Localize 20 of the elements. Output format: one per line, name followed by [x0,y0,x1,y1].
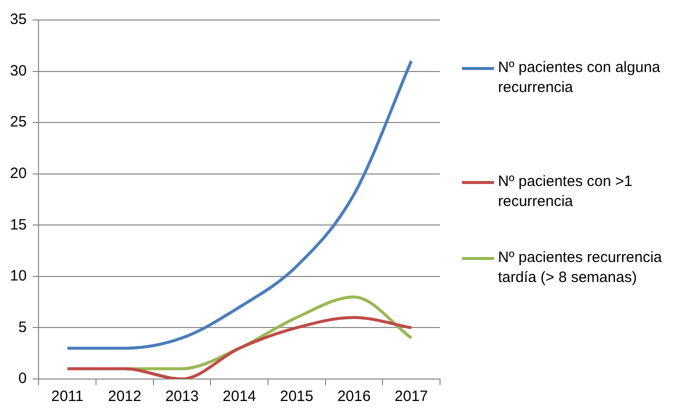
y-tick-label: 20 [10,165,27,182]
y-tick-label: 35 [10,11,27,28]
x-tick-label: 2017 [394,388,428,406]
legend-label: Nº pacientes con alguna recurrencia [498,58,662,98]
y-tick-label: 10 [10,268,27,285]
legend-label: Nº pacientes recurrencia tardía (> 8 semanas) [498,248,663,288]
x-tick-label: 2014 [222,388,256,406]
y-tick-label: 0 [18,370,27,388]
x-tick-label: 2012 [108,388,142,406]
x-tick-label: 2015 [280,388,314,406]
x-tick-label: 2013 [165,388,199,406]
line-series [66,316,413,379]
legend-label: Nº pacientes con >1 recurrencia [498,172,634,212]
y-tick-label: 30 [10,62,27,80]
y-tick-label: 15 [10,216,27,234]
x-tick-label: 2011 [51,388,84,406]
y-tick-label: 25 [10,114,27,131]
line-series [66,60,413,350]
x-tick-label: 2016 [337,388,371,406]
y-tick-label: 5 [18,318,27,336]
